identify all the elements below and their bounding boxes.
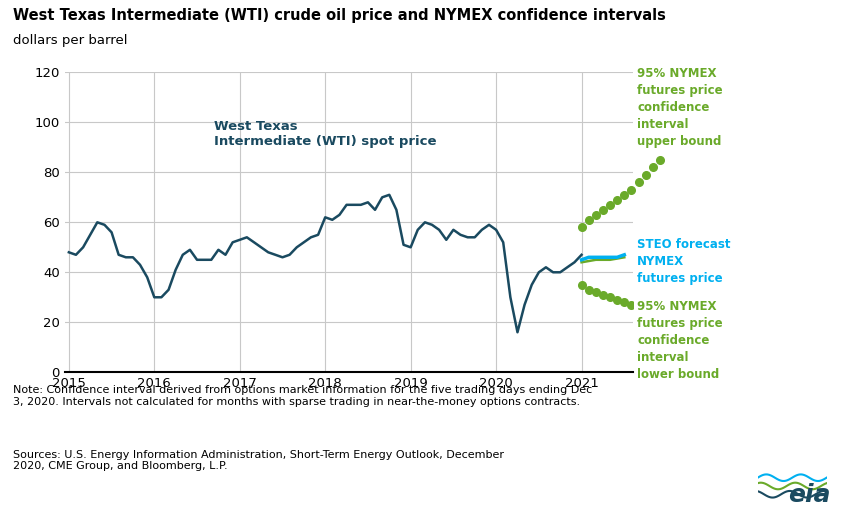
- Text: Sources: U.S. Energy Information Administration, Short-Term Energy Outlook, Dece: Sources: U.S. Energy Information Adminis…: [13, 450, 504, 472]
- Text: Note: Confidence interval derived from options market information for the five t: Note: Confidence interval derived from o…: [13, 385, 592, 407]
- Text: STEO forecast
NYMEX
futures price: STEO forecast NYMEX futures price: [637, 238, 731, 285]
- Text: eia: eia: [789, 483, 831, 507]
- Text: 95% NYMEX
futures price
confidence
interval
upper bound: 95% NYMEX futures price confidence inter…: [637, 67, 722, 148]
- Text: 95% NYMEX
futures price
confidence
interval
lower bound: 95% NYMEX futures price confidence inter…: [637, 300, 722, 381]
- Text: dollars per barrel: dollars per barrel: [13, 34, 127, 47]
- Text: West Texas
Intermediate (WTI) spot price: West Texas Intermediate (WTI) spot price: [214, 120, 437, 148]
- Text: West Texas Intermediate (WTI) crude oil price and NYMEX confidence intervals: West Texas Intermediate (WTI) crude oil …: [13, 8, 666, 23]
